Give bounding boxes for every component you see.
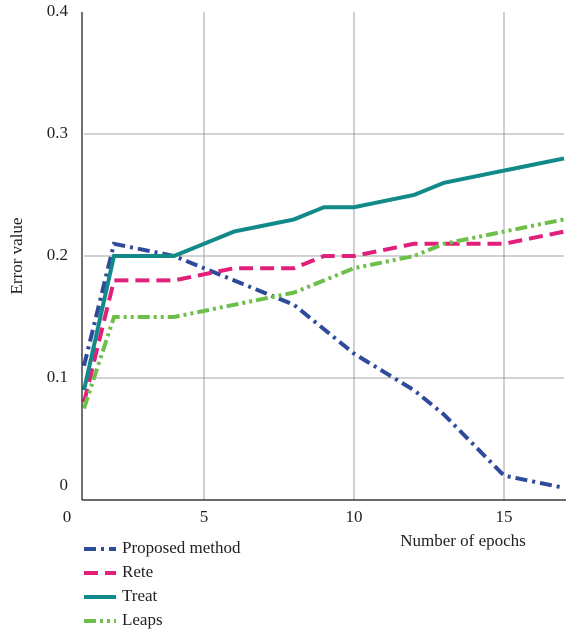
legend-label: Treat xyxy=(122,586,158,605)
y-tick-label: 0.1 xyxy=(47,367,68,386)
y-axis-label: Error value xyxy=(7,218,26,295)
x-tick-label: 0 xyxy=(63,507,72,526)
y-tick-label: 0.4 xyxy=(47,1,69,20)
x-tick-label: 15 xyxy=(496,507,513,526)
y-tick-label: 0 xyxy=(60,475,69,494)
legend-label: Leaps xyxy=(122,610,163,629)
line-series xyxy=(82,156,565,391)
x-tick-label: 5 xyxy=(200,507,209,526)
legend-label: Proposed method xyxy=(122,538,241,557)
y-tick-label: 0.3 xyxy=(47,123,68,142)
x-tick-label: 10 xyxy=(346,507,363,526)
line-series xyxy=(82,217,565,410)
line-series xyxy=(82,229,565,403)
y-tick-label: 0.2 xyxy=(47,245,68,264)
x-axis-label: Number of epochs xyxy=(400,531,526,550)
legend-label: Rete xyxy=(122,562,153,581)
line-series xyxy=(82,241,565,490)
